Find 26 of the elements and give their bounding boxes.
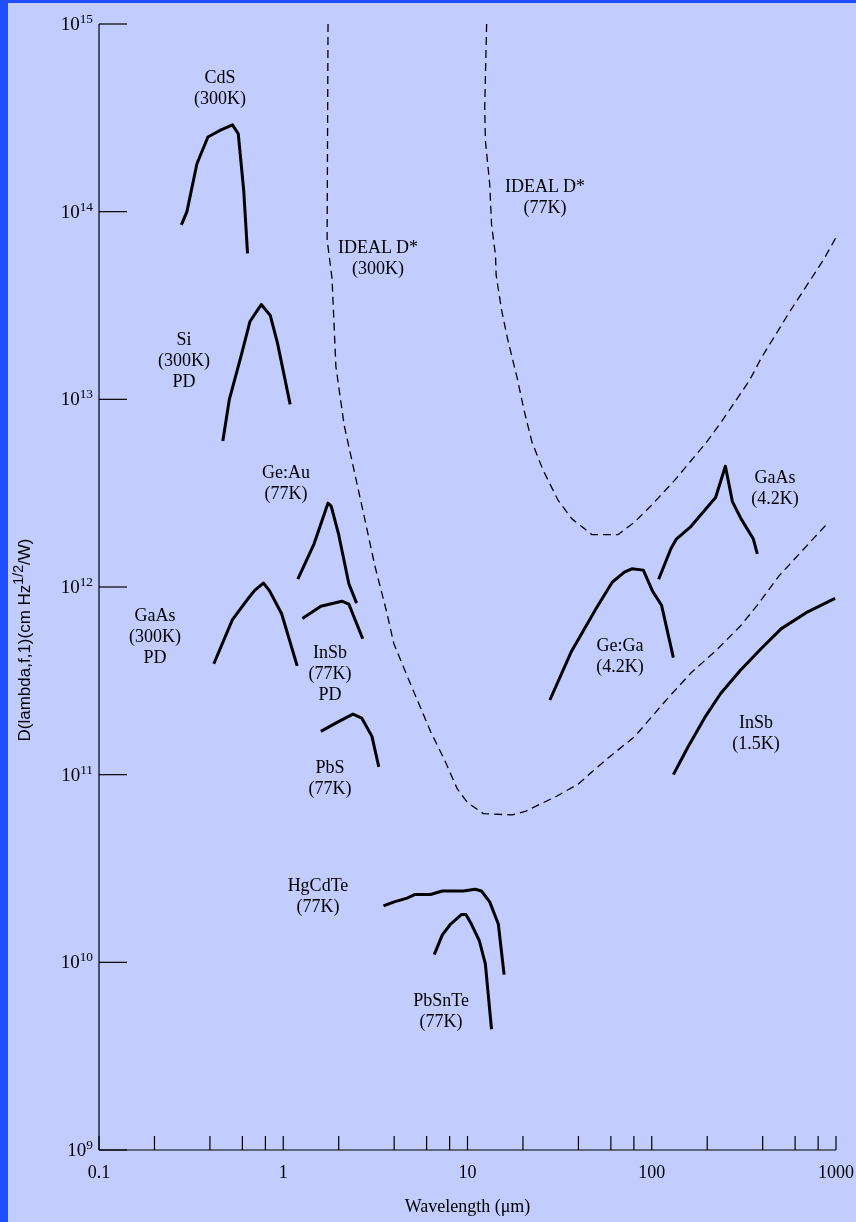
y-tick-label: 10$^{11}$: [61, 761, 93, 785]
series-label: Ge:Au (77K): [261, 462, 311, 504]
series-label: PbS (77K): [307, 757, 353, 799]
y-tick-label: 10$^{12}$: [60, 573, 93, 597]
x-tick-label: 0.1: [87, 1162, 111, 1182]
y-tick-label: 10$^{13}$: [60, 385, 94, 410]
x-tick-label: 10: [458, 1162, 477, 1182]
y-tick-label: 10$^{15}$: [60, 10, 94, 34]
series-label: InSb (1.5K): [731, 712, 781, 754]
series-label: PbSnTe (77K): [412, 990, 470, 1032]
y-tick-label: 10$^{9}$: [67, 1136, 94, 1160]
x-tick-label: 1: [278, 1162, 288, 1182]
text: HgCdTe (77K): [286, 875, 350, 917]
x-axis-title: Wavelength (μm): [403, 1196, 532, 1217]
series-label: IDEAL D* (300K): [337, 237, 419, 279]
series-label: InSb (77K) PD: [307, 642, 353, 705]
y-tick-label: 10$^{14}$: [60, 198, 94, 222]
x-tick-label: 1000: [818, 1162, 854, 1182]
series-label: GaAs (4.2K): [750, 467, 800, 509]
series-label: CdS (300K): [193, 67, 247, 109]
x-tick-label: 100: [638, 1162, 666, 1182]
y-tick-label: 10$^{10}$: [60, 948, 94, 973]
series-label: IDEAL D* (77K): [504, 176, 586, 218]
legend-label: GaAs (300K) PD: [128, 605, 182, 668]
series-label: Si (300K) PD: [157, 329, 211, 391]
series-label: Ge:Ga (4.2K): [595, 635, 645, 677]
